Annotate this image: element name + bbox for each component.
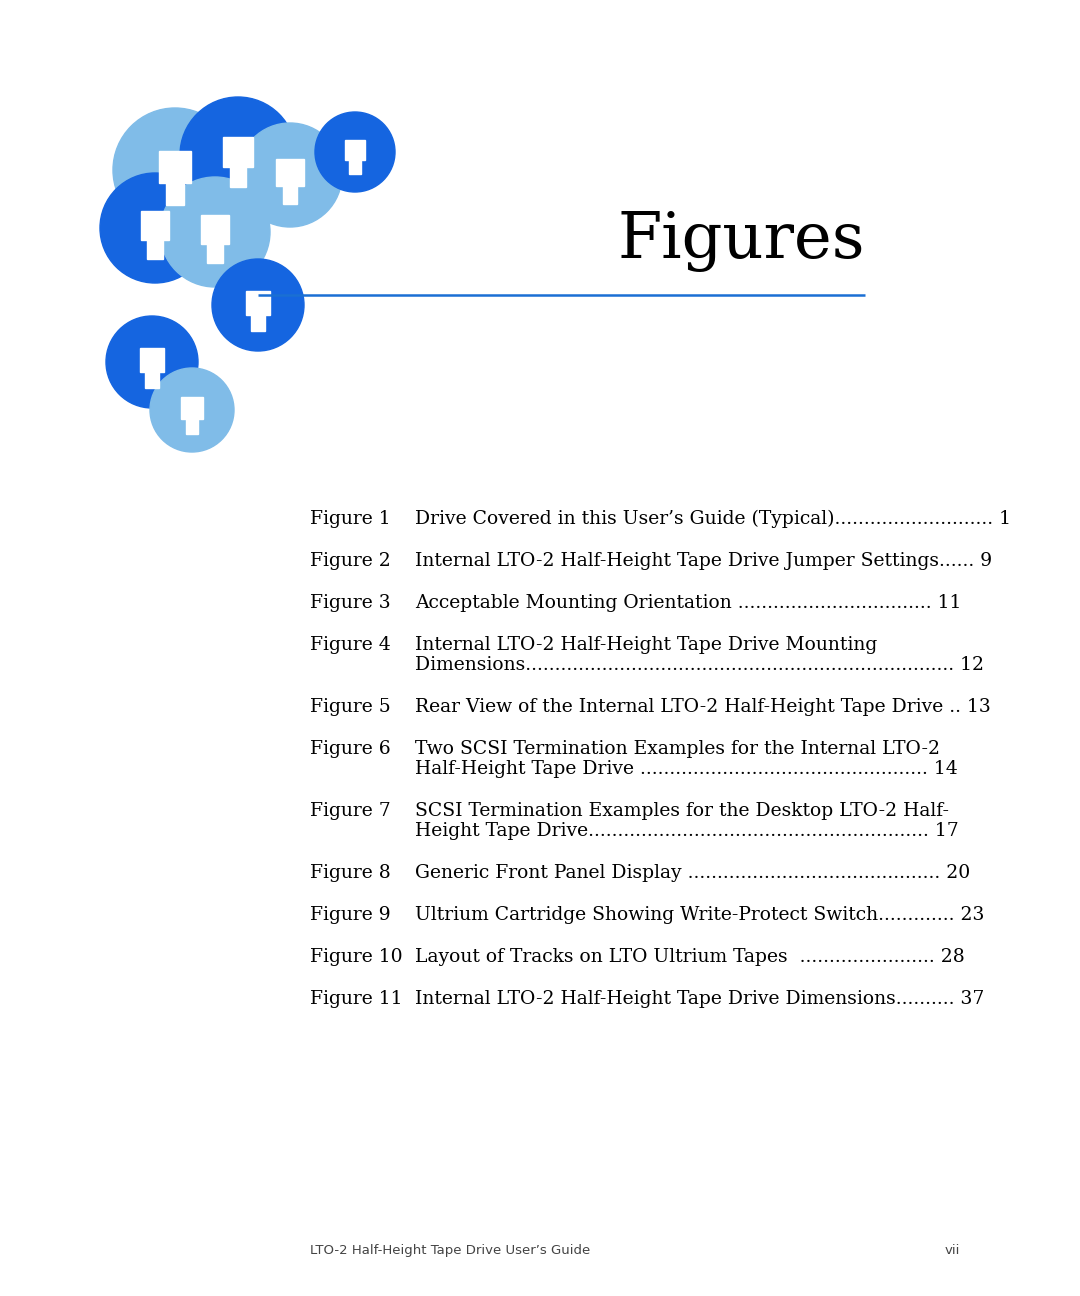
Text: Layout of Tracks on LTO Ultrium Tapes  ....................... 28: Layout of Tracks on LTO Ultrium Tapes ..… [415,947,964,966]
Bar [222,137,253,167]
Text: Height Tape Drive.......................................................... 17: Height Tape Drive.......................… [415,822,959,840]
Text: Figure 7: Figure 7 [310,802,391,820]
Text: Rear View of the Internal LTO-2 Half-Height Tape Drive .. 13: Rear View of the Internal LTO-2 Half-Hei… [415,699,990,715]
Bar [349,158,361,175]
Text: Figure 11: Figure 11 [310,990,403,1008]
Text: Figure 9: Figure 9 [310,906,391,924]
Circle shape [160,178,270,286]
Circle shape [315,111,395,192]
Text: LTO-2 Half-Height Tape Drive User’s Guide: LTO-2 Half-Height Tape Drive User’s Guid… [310,1244,591,1257]
Text: Generic Front Panel Display ........................................... 20: Generic Front Panel Display ............… [415,864,970,883]
Text: vii: vii [945,1244,960,1257]
Circle shape [100,172,210,283]
Bar [230,165,246,188]
Text: Figure 8: Figure 8 [310,864,391,883]
Bar [181,397,203,419]
Circle shape [106,316,198,408]
Text: Internal LTO-2 Half-Height Tape Drive Jumper Settings...... 9: Internal LTO-2 Half-Height Tape Drive Ju… [415,552,993,570]
Bar [159,150,191,183]
Text: Figure 3: Figure 3 [310,594,391,612]
Bar [283,184,297,205]
Circle shape [238,123,342,227]
Bar [146,369,159,388]
Bar [252,312,265,330]
Bar [166,181,184,205]
Text: Ultrium Cartridge Showing Write-Protect Switch............. 23: Ultrium Cartridge Showing Write-Protect … [415,906,984,924]
Circle shape [212,259,303,351]
Text: Figure 4: Figure 4 [310,636,391,654]
Circle shape [113,108,237,232]
Circle shape [150,368,234,452]
Text: Figure 6: Figure 6 [310,740,391,758]
Text: Half-Height Tape Drive ................................................. 14: Half-Height Tape Drive .................… [415,759,958,778]
Text: Figure 1: Figure 1 [310,511,391,527]
Bar [207,241,222,263]
Text: Two SCSI Termination Examples for the Internal LTO-2: Two SCSI Termination Examples for the In… [415,740,940,758]
Text: Figure 10: Figure 10 [310,947,403,966]
Text: Internal LTO-2 Half-Height Tape Drive Dimensions.......... 37: Internal LTO-2 Half-Height Tape Drive Di… [415,990,984,1008]
Text: SCSI Termination Examples for the Desktop LTO-2 Half-: SCSI Termination Examples for the Deskto… [415,802,949,820]
Text: Internal LTO-2 Half-Height Tape Drive Mounting: Internal LTO-2 Half-Height Tape Drive Mo… [415,636,877,654]
Text: Dimensions......................................................................: Dimensions..............................… [415,656,984,674]
Bar [147,237,163,259]
Text: Figure 5: Figure 5 [310,699,391,715]
Bar [276,159,303,185]
Bar [140,211,170,240]
Bar [201,215,229,244]
Bar [246,290,270,315]
Text: Acceptable Mounting Orientation ................................. 11: Acceptable Mounting Orientation ........… [415,594,961,612]
Bar [186,417,198,434]
Text: Figure 2: Figure 2 [310,552,391,570]
Text: Figures: Figures [618,211,865,272]
Bar [140,347,164,372]
Bar [345,140,365,161]
Text: Drive Covered in this User’s Guide (Typical)........................... 1: Drive Covered in this User’s Guide (Typi… [415,511,1011,529]
Circle shape [180,97,296,213]
